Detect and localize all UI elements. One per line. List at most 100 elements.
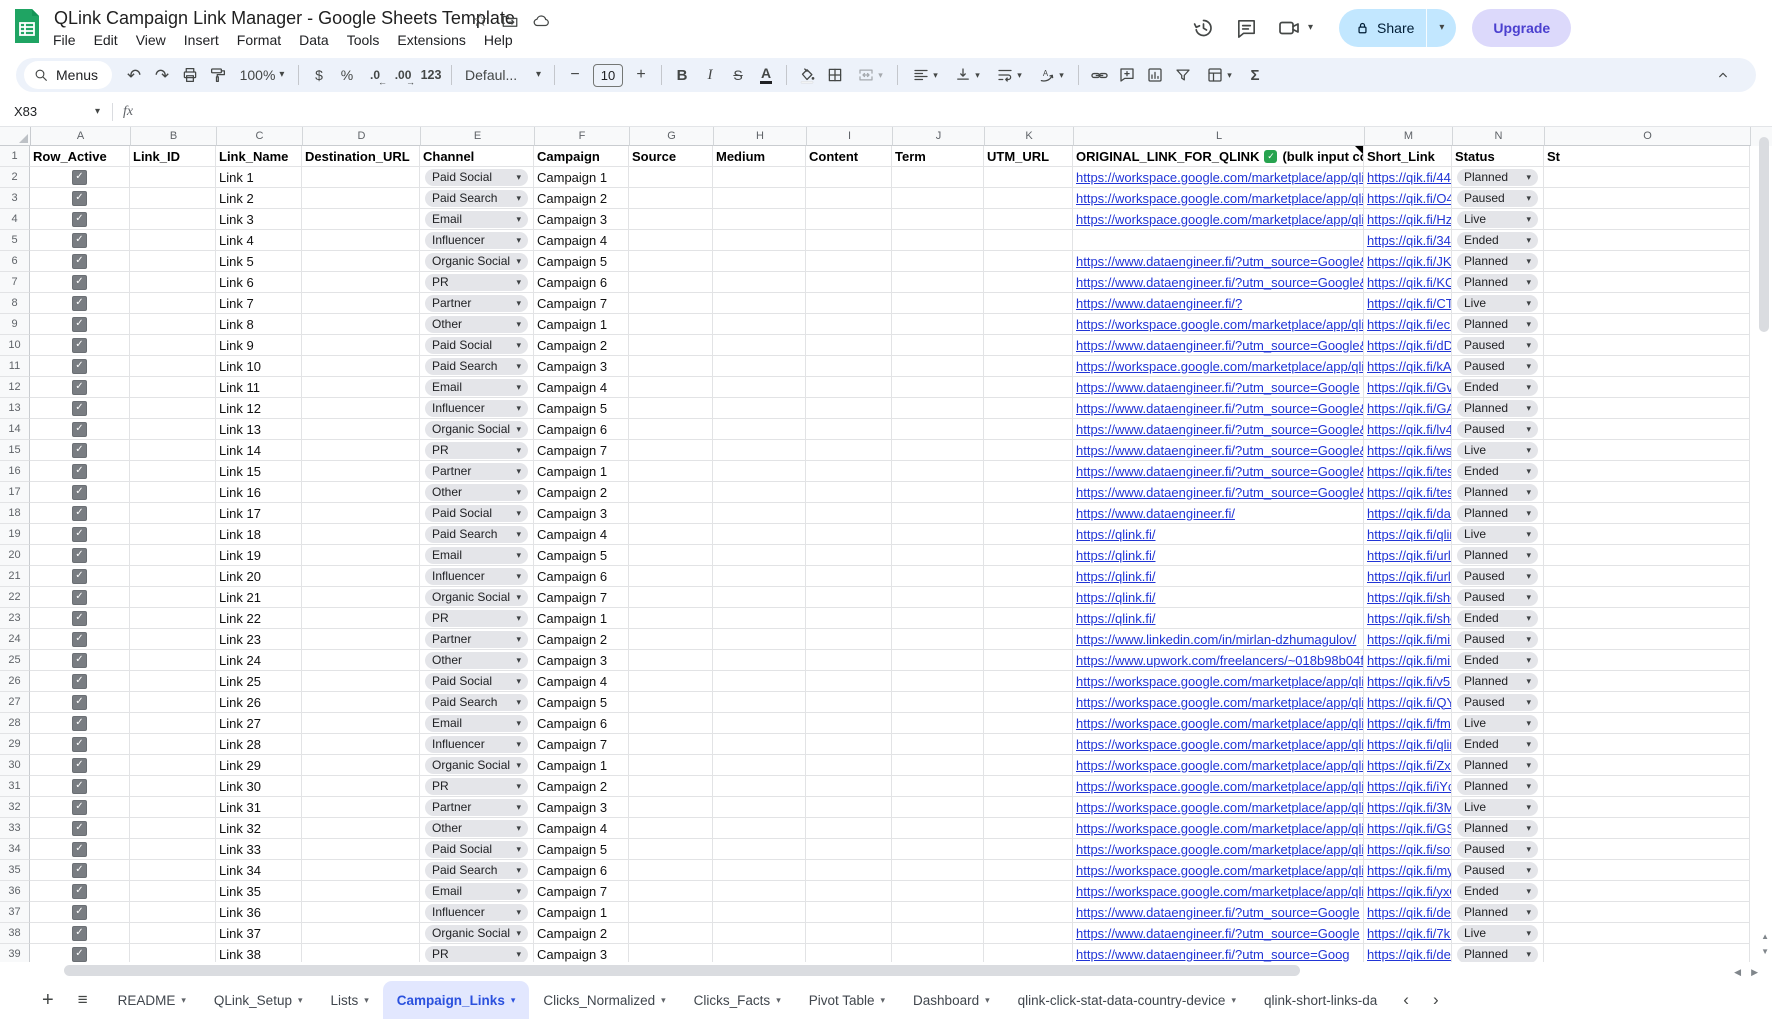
increase-font-size-button[interactable]: + (636, 66, 646, 83)
cell-C28[interactable]: Link 27 (216, 713, 302, 734)
cell-I6[interactable] (806, 251, 892, 272)
cell-link[interactable]: https://qik.fi/dece (1367, 904, 1451, 920)
cell-E29[interactable]: Influencer ▾ (420, 734, 534, 755)
cell-link[interactable]: https://workspace.google.com/marketplace… (1076, 694, 1364, 710)
cell-D7[interactable] (302, 272, 420, 293)
channel-dropdown[interactable]: Other ▾ (425, 819, 528, 837)
checkbox[interactable]: ✓ (72, 568, 87, 584)
status-dropdown[interactable]: Planned ▾ (1457, 273, 1538, 291)
cell-J31[interactable] (892, 776, 984, 797)
row-header-6[interactable]: 6 (0, 251, 30, 272)
cell-L38[interactable]: https://www.dataengineer.fi/?utm_source=… (1073, 923, 1364, 944)
status-dropdown[interactable]: Ended ▾ (1457, 462, 1538, 480)
cell-B19[interactable] (130, 524, 216, 545)
cell-E38[interactable]: Organic Social ▾ (420, 923, 534, 944)
cell-L11[interactable]: https://workspace.google.com/marketplace… (1073, 356, 1364, 377)
cell-N17[interactable]: Planned ▾ (1452, 482, 1544, 503)
cell-D3[interactable] (302, 188, 420, 209)
cell-M19[interactable]: https://qik.fi/qlink (1364, 524, 1452, 545)
cell-E3[interactable]: Paid Search ▾ (420, 188, 534, 209)
row-header-23[interactable]: 23 (0, 608, 30, 629)
cell-C11[interactable]: Link 10 (216, 356, 302, 377)
horizontal-scrollbar-thumb[interactable] (64, 965, 1300, 976)
cell-M32[interactable]: https://qik.fi/3MK (1364, 797, 1452, 818)
cell-I3[interactable] (806, 188, 892, 209)
cell-O3[interactable] (1544, 188, 1750, 209)
cell-C13[interactable]: Link 12 (216, 398, 302, 419)
channel-dropdown[interactable]: Partner ▾ (425, 294, 528, 312)
cell-E18[interactable]: Paid Social ▾ (420, 503, 534, 524)
cell-K33[interactable] (984, 818, 1073, 839)
cell-F36[interactable]: Campaign 7 (534, 881, 629, 902)
cell-E19[interactable]: Paid Search ▾ (420, 524, 534, 545)
cell-K27[interactable] (984, 692, 1073, 713)
redo-button[interactable]: ↷ (154, 65, 170, 85)
text-wrap-button[interactable]: ▾ (989, 62, 1029, 88)
cell-link[interactable]: https://qik.fi/url-s (1367, 568, 1451, 584)
scroll-left-icon[interactable]: ◀ (1734, 967, 1742, 977)
cell-B29[interactable] (130, 734, 216, 755)
checkbox[interactable]: ✓ (72, 820, 87, 836)
column-header-F[interactable]: F (535, 127, 630, 146)
cell-E36[interactable]: Email ▾ (420, 881, 534, 902)
channel-dropdown[interactable]: Organic Social ▾ (425, 756, 528, 774)
row-header-13[interactable]: 13 (0, 398, 30, 419)
cell-C5[interactable]: Link 4 (216, 230, 302, 251)
cell-D26[interactable] (302, 671, 420, 692)
channel-dropdown[interactable]: Paid Search ▾ (425, 357, 528, 375)
cell-N35[interactable]: Paused ▾ (1452, 860, 1544, 881)
cell-H2[interactable] (713, 167, 806, 188)
cell-H25[interactable] (713, 650, 806, 671)
cell-F18[interactable]: Campaign 3 (534, 503, 629, 524)
cell-O15[interactable] (1544, 440, 1750, 461)
cell-G22[interactable] (629, 587, 713, 608)
cell-J17[interactable] (892, 482, 984, 503)
cell-link[interactable]: https://qik.fi/CTC (1367, 295, 1451, 311)
row-header-29[interactable]: 29 (0, 734, 30, 755)
cell-N32[interactable]: Live ▾ (1452, 797, 1544, 818)
cell-C6[interactable]: Link 5 (216, 251, 302, 272)
share-caret-icon[interactable]: ▾ (1439, 22, 1445, 33)
cell-D38[interactable] (302, 923, 420, 944)
channel-dropdown[interactable]: Influencer ▾ (425, 735, 528, 753)
cell-N31[interactable]: Planned ▾ (1452, 776, 1544, 797)
cell-H26[interactable] (713, 671, 806, 692)
cell-link[interactable]: https://workspace.google.com/marketplace… (1076, 316, 1364, 332)
cell-K8[interactable] (984, 293, 1073, 314)
header-cell-J[interactable]: Term (892, 146, 984, 167)
cell-D31[interactable] (302, 776, 420, 797)
row-header-7[interactable]: 7 (0, 272, 30, 293)
cell-E25[interactable]: Other ▾ (420, 650, 534, 671)
cell-G3[interactable] (629, 188, 713, 209)
text-rotation-button[interactable]: A ▾ (1041, 68, 1064, 82)
cell-A18[interactable]: ✓ (30, 503, 130, 524)
cell-I5[interactable] (806, 230, 892, 251)
cell-C7[interactable]: Link 6 (216, 272, 302, 293)
add-sheet-button[interactable]: + (42, 988, 54, 1011)
cell-M28[interactable]: https://qik.fi/fmdb (1364, 713, 1452, 734)
cell-link[interactable]: https://qlink.fi/ (1076, 547, 1156, 563)
cell-C27[interactable]: Link 26 (216, 692, 302, 713)
cell-G34[interactable] (629, 839, 713, 860)
cell-J16[interactable] (892, 461, 984, 482)
cell-G11[interactable] (629, 356, 713, 377)
row-header-16[interactable]: 16 (0, 461, 30, 482)
cell-K25[interactable] (984, 650, 1073, 671)
cell-D37[interactable] (302, 902, 420, 923)
cell-K39[interactable] (984, 944, 1073, 962)
cell-O8[interactable] (1544, 293, 1750, 314)
cell-D15[interactable] (302, 440, 420, 461)
cell-O7[interactable] (1544, 272, 1750, 293)
scroll-up-icon[interactable]: ▲ (1761, 932, 1769, 941)
cell-H9[interactable] (713, 314, 806, 335)
status-dropdown[interactable]: Planned ▾ (1457, 504, 1538, 522)
cell-link[interactable]: https://qlink.fi/ (1076, 610, 1156, 626)
tab-clicks-facts[interactable]: Clicks_Facts ▾ (680, 981, 795, 1019)
cell-link[interactable]: https://qlink.fi/ (1076, 526, 1156, 542)
cell-H15[interactable] (713, 440, 806, 461)
cell-I11[interactable] (806, 356, 892, 377)
status-dropdown[interactable]: Paused ▾ (1457, 357, 1538, 375)
cell-F34[interactable]: Campaign 5 (534, 839, 629, 860)
row-header-10[interactable]: 10 (0, 335, 30, 356)
channel-dropdown[interactable]: PR ▾ (425, 609, 528, 627)
